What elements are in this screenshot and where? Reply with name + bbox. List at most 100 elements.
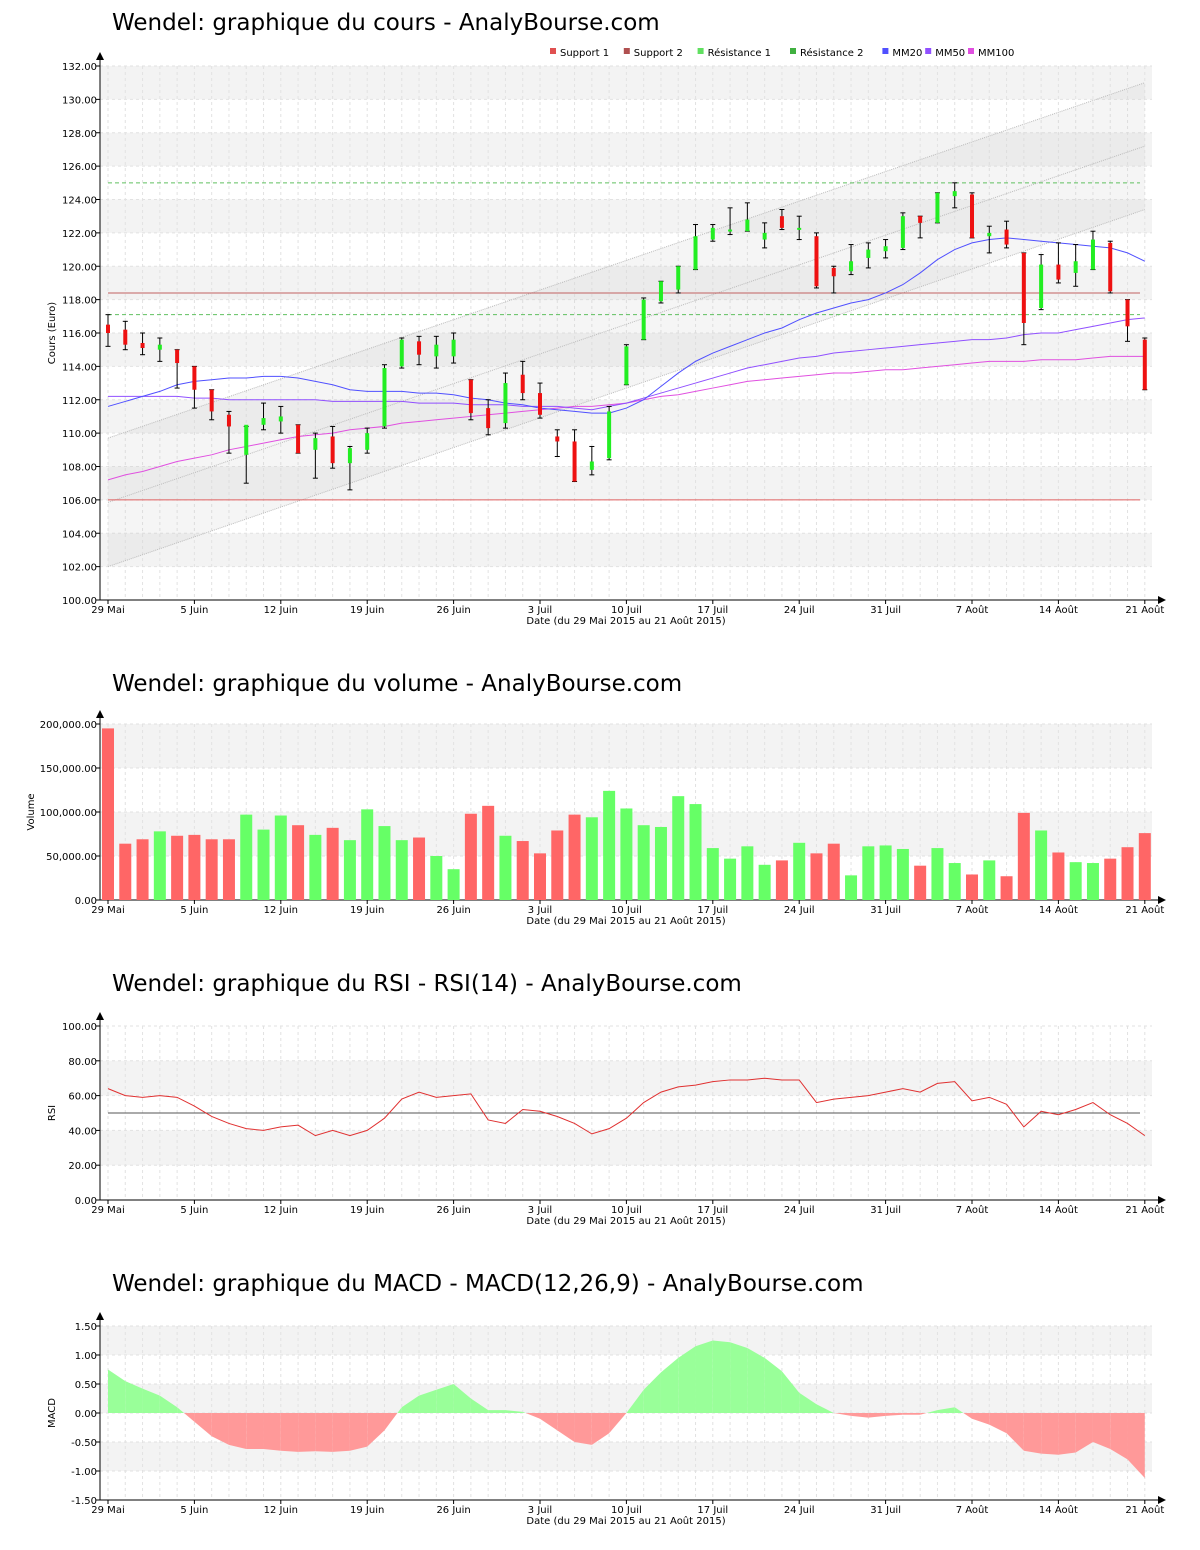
y-tick-label: 124.00 [62, 196, 97, 207]
y-tick-label: 50,000.00 [46, 852, 97, 863]
legend-label: Support 2 [634, 48, 683, 59]
candle-body [1090, 239, 1095, 270]
volume-bar [551, 830, 564, 900]
volume-bar [361, 809, 374, 900]
macd-area-segment [419, 1389, 437, 1413]
macd-area-segment [184, 1413, 195, 1422]
macd-area-segment [954, 1407, 964, 1413]
y-tick-label: 0.00 [75, 1409, 97, 1420]
x-tick-label: 17 Juil [697, 605, 728, 616]
macd-area-segment [349, 1413, 368, 1451]
volume-bar [654, 826, 667, 900]
volume-bar [1017, 812, 1030, 900]
volume-bar [1086, 863, 1099, 900]
y-tick-label: 80.00 [68, 1057, 97, 1068]
volume-bar [292, 825, 305, 900]
x-tick-label: 21 Août [1125, 604, 1164, 616]
mm50-line [108, 317, 1145, 411]
x-tick-label: 19 Juin [350, 905, 384, 916]
candle-body [987, 232, 992, 237]
volume-bar [637, 825, 650, 900]
x-tick-label: 21 Août [1125, 904, 1164, 916]
rsi-line [107, 1077, 1146, 1137]
volume-bar [102, 728, 114, 900]
x-tick-label: 19 Juin [350, 1205, 384, 1216]
candle-body [1056, 264, 1061, 280]
macd-area-segment [488, 1410, 506, 1413]
macd-area-segment [712, 1340, 731, 1413]
legend-label: Résistance 1 [708, 47, 771, 59]
candle-body [140, 343, 145, 349]
volume-bar [188, 834, 201, 900]
volume-bar [222, 839, 235, 900]
y-tick-label: 104.00 [62, 529, 97, 540]
macd-area-segment [211, 1413, 229, 1445]
volume-bar [724, 858, 737, 900]
y-tick-label: 126.00 [62, 162, 97, 173]
macd-area-segment [695, 1340, 713, 1413]
x-tick-label: 17 Juil [697, 1505, 728, 1516]
macd-area-segment [574, 1413, 592, 1445]
mm20-line [107, 237, 1146, 414]
x-tick-label: 5 Juin [180, 1205, 208, 1216]
macd-area-segment [851, 1413, 869, 1418]
x-tick-label: 29 Mai [91, 905, 124, 916]
legend-swatch [550, 48, 556, 54]
volume-bar [1138, 833, 1151, 900]
y-tick-label: 102.00 [62, 563, 97, 574]
candle-body [365, 433, 370, 450]
y-axis-title: RSI [47, 1105, 58, 1121]
y-axis-title: Volume [26, 793, 37, 830]
y-tick-label: 120.00 [62, 262, 97, 273]
candle-body [1142, 339, 1147, 390]
candle-body [952, 191, 957, 197]
macd-area-segment [643, 1372, 661, 1413]
candle-body [918, 216, 923, 223]
candle-body [1004, 229, 1009, 245]
legend-label: MM50 [935, 48, 965, 59]
macd-area-segment [1110, 1413, 1128, 1460]
x-tick-label: 31 Juil [870, 1205, 901, 1216]
candle-body [296, 424, 301, 454]
candle-body [347, 448, 352, 464]
candle-body [192, 366, 197, 390]
price-chart-title: Wendel: graphique du cours - AnalyBourse… [112, 10, 660, 36]
y-tick-label: 128.00 [62, 129, 97, 140]
volume-bar [1121, 847, 1134, 900]
legend-label: MM20 [892, 48, 922, 59]
x-tick-label: 29 Mai [91, 605, 124, 616]
y-tick-label: 118.00 [62, 296, 97, 307]
x-tick-label: 31 Juil [870, 905, 901, 916]
volume-bar [845, 875, 858, 900]
candle-body [538, 393, 542, 415]
x-tick-label: 14 Août [1039, 1204, 1078, 1216]
macd-area-segment [522, 1411, 526, 1413]
macd-area-segment [263, 1413, 281, 1451]
candle-body [434, 344, 439, 357]
macd-area-segment [591, 1413, 610, 1445]
y-tick-label: -0.50 [71, 1438, 97, 1449]
x-tick-label: 3 Juil [528, 1205, 552, 1216]
candle-body [503, 383, 508, 424]
macd-area-segment [1075, 1413, 1093, 1453]
macd-area-segment [332, 1413, 350, 1452]
x-axis-arrow-1 [1158, 896, 1166, 904]
x-tick-label: 10 Juil [611, 905, 642, 916]
volume-bar [758, 864, 771, 900]
x-tick-label: 14 Août [1039, 1504, 1078, 1516]
candle-body [831, 267, 836, 277]
x-axis-arrow-3 [1158, 1496, 1166, 1504]
legend-label: MM100 [978, 48, 1014, 59]
candle-body [1108, 242, 1113, 292]
candle-body [278, 416, 283, 422]
x-tick-label: 12 Juin [264, 1505, 298, 1516]
volume-bar [240, 814, 253, 900]
x-tick-label: 24 Juil [784, 905, 815, 916]
macd-area-segment [1041, 1413, 1059, 1455]
candle-body [900, 216, 905, 248]
candle-body [1021, 252, 1026, 323]
volume-bar [827, 843, 840, 900]
volume-bar [326, 827, 339, 900]
volume-bar [931, 848, 944, 900]
